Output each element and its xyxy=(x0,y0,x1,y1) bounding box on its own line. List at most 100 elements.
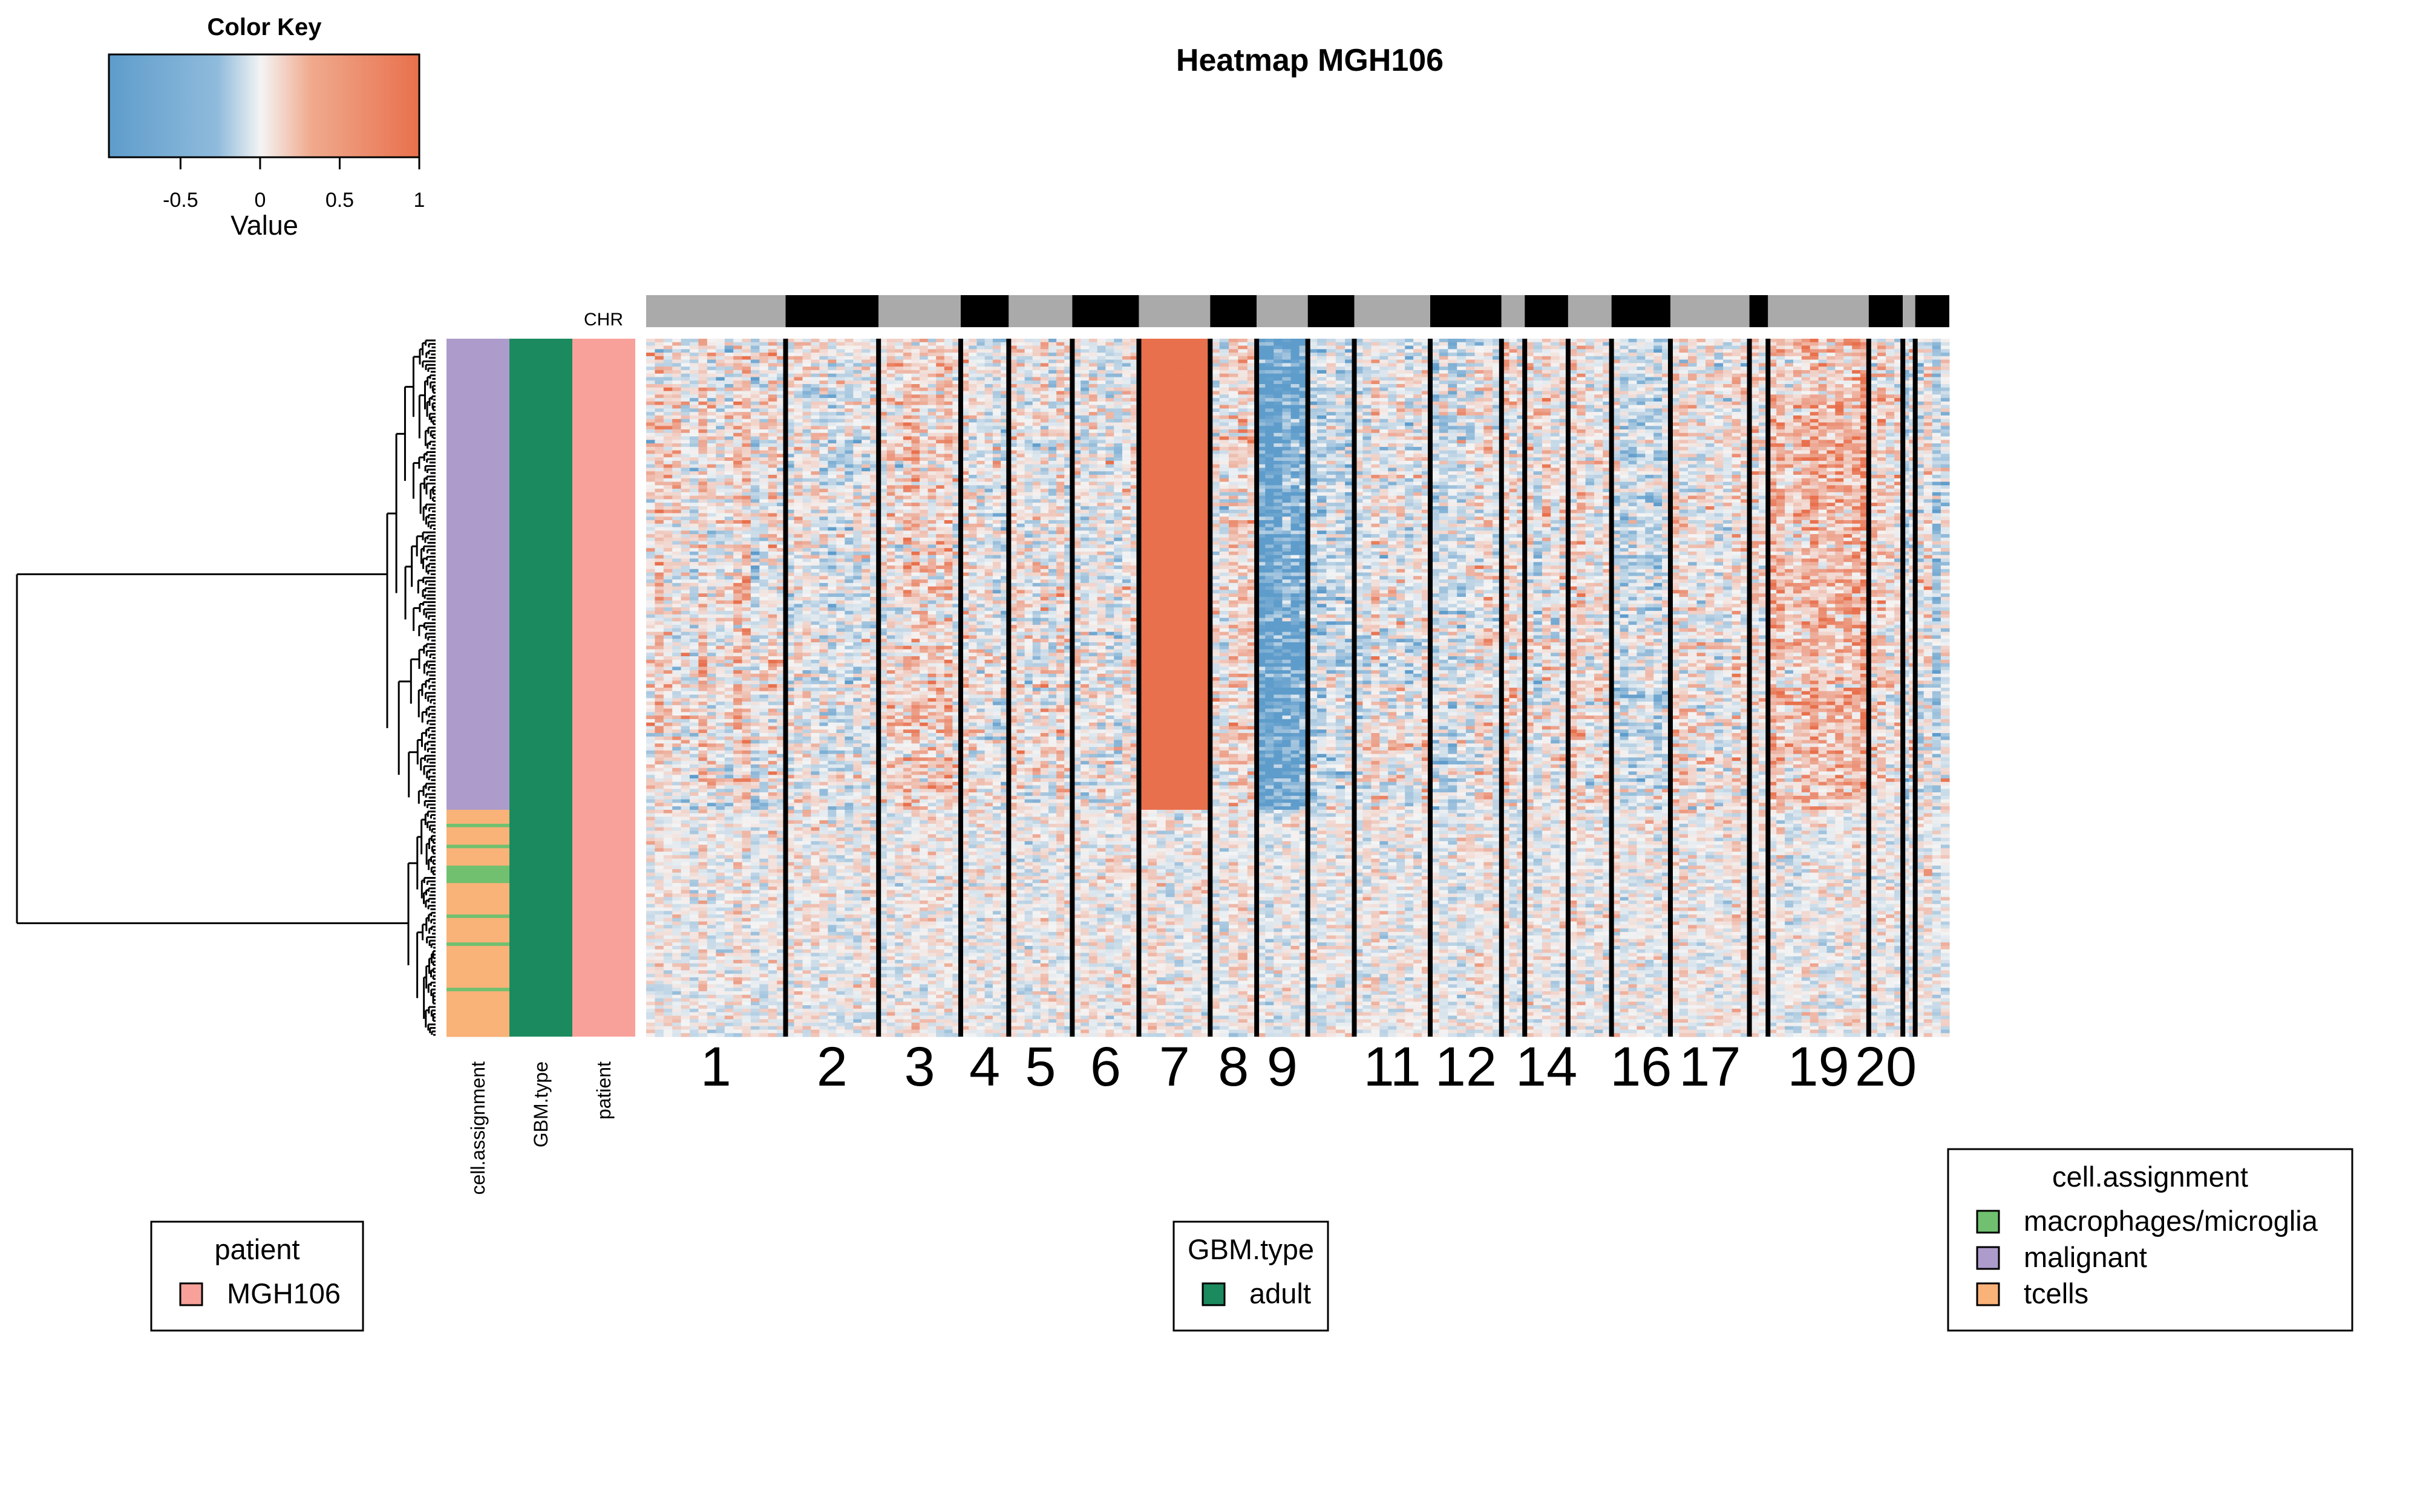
heatmap-cell xyxy=(828,391,837,395)
heatmap-cell xyxy=(759,789,768,792)
heatmap-cell xyxy=(681,981,690,985)
chr-segment-2 xyxy=(786,295,879,327)
heatmap-cell xyxy=(836,656,845,660)
heatmap-cell xyxy=(751,988,760,991)
heatmap-cell xyxy=(681,813,690,817)
heatmap-cell xyxy=(836,530,845,534)
heatmap-cell xyxy=(725,454,734,457)
heatmap-cell xyxy=(742,510,751,513)
heatmap-cell xyxy=(655,475,664,478)
heatmap-cell xyxy=(725,422,734,426)
heatmap-cell xyxy=(646,587,655,590)
heatmap-cell xyxy=(698,468,707,471)
heatmap-cell xyxy=(690,967,699,971)
heatmap-cell xyxy=(862,632,871,636)
heatmap-cell xyxy=(646,754,655,758)
heatmap-cell xyxy=(751,346,760,350)
heatmap-cell xyxy=(707,653,716,656)
heatmap-cell xyxy=(759,520,768,524)
heatmap-cell xyxy=(707,1002,716,1005)
heatmap-cell xyxy=(716,426,725,429)
heatmap-cell xyxy=(690,367,699,370)
heatmap-cell xyxy=(655,656,664,660)
heatmap-cell xyxy=(751,485,760,489)
heatmap-cell xyxy=(853,433,862,437)
heatmap-cell xyxy=(759,552,768,555)
heatmap-cell xyxy=(655,956,664,960)
heatmap-cell xyxy=(862,527,871,531)
heatmap-cell xyxy=(811,489,820,492)
heatmap-cell xyxy=(716,890,725,894)
heatmap-cell xyxy=(646,953,655,957)
heatmap-cell xyxy=(733,740,742,744)
heatmap-cell xyxy=(681,816,690,820)
heatmap-cell xyxy=(836,670,845,674)
heatmap-cell xyxy=(716,356,725,360)
heatmap-cell xyxy=(733,800,742,803)
heatmap-cell xyxy=(759,820,768,824)
heatmap-cell xyxy=(664,426,673,429)
heatmap-cell xyxy=(690,876,699,880)
heatmap-cell xyxy=(646,429,655,433)
chr-segment-19 xyxy=(1768,295,1868,327)
heatmap-cell xyxy=(803,524,812,527)
heatmap-cell xyxy=(751,534,760,538)
heatmap-cell xyxy=(759,953,768,957)
heatmap-cell xyxy=(672,841,681,845)
heatmap-cell xyxy=(690,356,699,360)
heatmap-cell xyxy=(845,492,854,496)
heatmap-cell xyxy=(646,541,655,545)
heatmap-cell xyxy=(759,621,768,625)
heatmap-cell xyxy=(862,342,871,346)
heatmap-cell xyxy=(725,625,734,628)
heatmap-cell xyxy=(768,674,777,677)
heatmap-cell xyxy=(853,499,862,503)
heatmap-cell xyxy=(716,440,725,443)
heatmap-cell xyxy=(646,775,655,778)
heatmap-cell xyxy=(803,433,812,437)
heatmap-cell xyxy=(853,374,862,377)
heatmap-cell xyxy=(811,642,820,646)
heatmap-cell xyxy=(672,377,681,380)
heatmap-cell xyxy=(681,719,690,723)
heatmap-cell xyxy=(655,579,664,583)
heatmap-cell xyxy=(733,688,742,691)
heatmap-cell xyxy=(655,527,664,531)
heatmap-cell xyxy=(862,548,871,552)
heatmap-cell xyxy=(698,618,707,622)
heatmap-cell xyxy=(768,883,777,887)
heatmap-cell xyxy=(716,848,725,852)
heatmap-cell xyxy=(733,936,742,939)
heatmap-cell xyxy=(759,862,768,866)
heatmap-cell xyxy=(733,677,742,681)
heatmap-cell xyxy=(664,786,673,789)
heatmap-cell xyxy=(655,925,664,928)
heatmap-cell xyxy=(681,922,690,925)
heatmap-cell xyxy=(646,405,655,409)
heatmap-cell xyxy=(707,810,716,813)
heatmap-cell xyxy=(751,548,760,552)
heatmap-cell xyxy=(751,852,760,855)
heatmap-cell xyxy=(803,614,812,618)
heatmap-cell xyxy=(803,405,812,409)
heatmap-cell xyxy=(751,374,760,377)
heatmap-cell xyxy=(742,963,751,967)
heatmap-cell xyxy=(794,408,803,412)
heatmap-cell xyxy=(655,503,664,506)
heatmap-cell xyxy=(733,339,742,342)
heatmap-cell xyxy=(811,391,820,395)
heatmap-cell xyxy=(768,995,777,999)
heatmap-cell xyxy=(707,660,716,663)
heatmap-cell xyxy=(672,827,681,831)
heatmap-cell xyxy=(698,496,707,500)
heatmap-cell xyxy=(751,391,760,395)
heatmap-cell xyxy=(725,370,734,374)
heatmap-cell xyxy=(681,893,690,897)
heatmap-cell xyxy=(845,394,854,398)
heatmap-cell xyxy=(768,639,777,642)
heatmap-cell xyxy=(655,590,664,593)
heatmap-cell xyxy=(672,838,681,841)
heatmap-cell xyxy=(646,513,655,517)
heatmap-cell xyxy=(751,977,760,981)
heatmap-cell xyxy=(819,642,828,646)
